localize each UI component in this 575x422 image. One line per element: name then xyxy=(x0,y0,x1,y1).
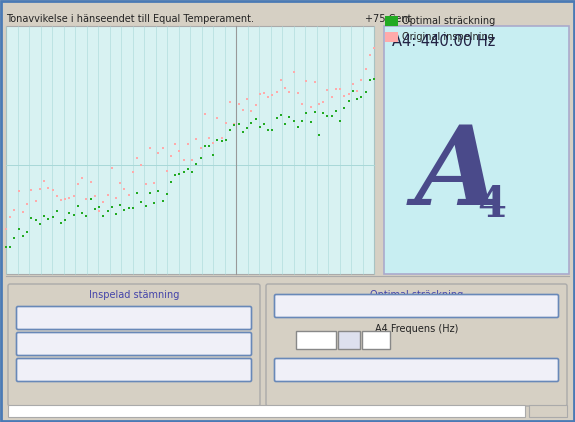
Text: 440.0: 440.0 xyxy=(302,335,329,345)
Text: +75 Cent: +75 Cent xyxy=(365,14,412,24)
FancyBboxPatch shape xyxy=(8,284,260,406)
FancyBboxPatch shape xyxy=(17,306,251,330)
Bar xyxy=(529,405,567,417)
FancyBboxPatch shape xyxy=(17,333,251,355)
Text: Beräkna optimal sträckning: Beräkna optimal sträckning xyxy=(344,301,489,311)
Text: Tonavvikelse i hänseendet till Equal Temperament.: Tonavvikelse i hänseendet till Equal Tem… xyxy=(6,14,254,24)
Bar xyxy=(384,26,569,274)
Text: Hämta inspelningen ...: Hämta inspelningen ... xyxy=(75,313,193,323)
Text: Original inspelning: Original inspelning xyxy=(402,32,494,42)
Text: Inspelad stämning: Inspelad stämning xyxy=(89,290,179,300)
Bar xyxy=(296,331,336,349)
FancyBboxPatch shape xyxy=(274,359,558,381)
Text: Optimal sträckning: Optimal sträckning xyxy=(370,290,463,300)
Text: Ta bort optimal sträckning: Ta bort optimal sträckning xyxy=(348,365,485,375)
Text: Radera inspelningen: Radera inspelningen xyxy=(81,365,187,375)
FancyBboxPatch shape xyxy=(266,284,567,406)
Text: A4 Frequens (Hz): A4 Frequens (Hz) xyxy=(375,324,458,334)
Bar xyxy=(8,405,525,417)
Text: 440: 440 xyxy=(367,335,385,345)
FancyBboxPatch shape xyxy=(17,359,251,381)
Bar xyxy=(385,32,398,42)
Text: 4: 4 xyxy=(477,184,507,226)
Bar xyxy=(385,16,398,26)
Text: Spara inspelningen ...: Spara inspelningen ... xyxy=(77,339,191,349)
Text: ◄: ◄ xyxy=(342,335,348,344)
Text: Optimal sträckning: Optimal sträckning xyxy=(402,16,495,26)
Bar xyxy=(338,331,360,349)
Bar xyxy=(6,26,374,274)
Text: A4: 440.00 Hz: A4: 440.00 Hz xyxy=(392,34,496,49)
FancyBboxPatch shape xyxy=(274,295,558,317)
Text: ►: ► xyxy=(350,335,356,344)
Bar xyxy=(362,331,390,349)
Text: A: A xyxy=(415,121,501,229)
